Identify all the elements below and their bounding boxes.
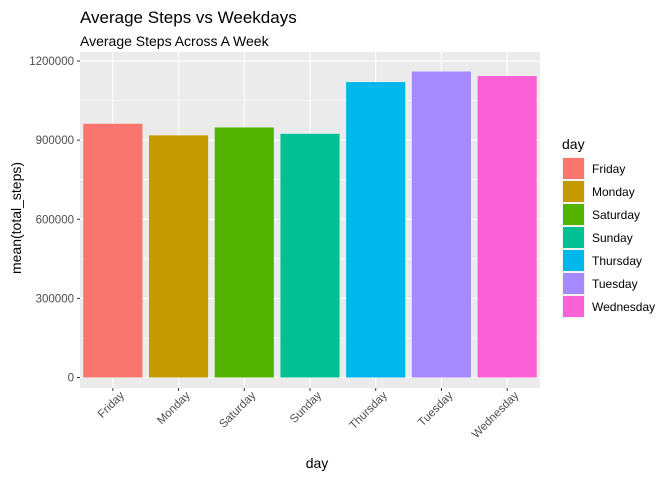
y-tick-label: 900000 [36, 135, 74, 147]
legend-label: Monday [592, 185, 635, 199]
y-tick-label: 0 [68, 373, 74, 385]
legend-label: Sunday [592, 231, 633, 245]
legend-label: Thursday [592, 254, 642, 268]
x-tick-label: Tuesday [416, 389, 456, 429]
y-tick-label: 600000 [36, 214, 74, 226]
bars [83, 71, 537, 378]
bar-wednesday [477, 76, 537, 378]
chart-title: Average Steps vs Weekdays [80, 8, 297, 27]
legend-swatch-thursday [563, 250, 584, 271]
legend-label: Friday [592, 162, 625, 176]
bar-friday [83, 123, 143, 378]
x-tick-label: Wednesday [470, 389, 521, 440]
x-tick-label: Monday [155, 389, 193, 427]
bar-tuesday [411, 71, 471, 378]
y-tick-label: 300000 [36, 293, 74, 305]
y-tick-label: 1200000 [29, 56, 74, 68]
x-tick-label: Saturday [217, 389, 258, 430]
legend-title: day [562, 136, 585, 152]
bar-monday [149, 135, 209, 378]
x-axis-title: day [306, 455, 329, 471]
legend-label: Saturday [592, 208, 640, 222]
legend-swatch-friday [563, 158, 584, 179]
legend-swatch-monday [563, 181, 584, 202]
legend-label: Wednesday [592, 300, 655, 314]
legend-swatch-tuesday [563, 273, 584, 294]
bar-saturday [214, 127, 274, 378]
x-axis: Friday Monday Saturday Sunday Thursday Tuesda… [96, 388, 521, 441]
x-tick-label: Friday [96, 389, 127, 420]
legend-swatch-sunday [563, 227, 584, 248]
y-axis-title: mean(total_steps) [8, 162, 24, 274]
legend: day Friday Monday Saturday Sunday Thursday Tu… [562, 136, 655, 318]
bar-thursday [346, 82, 406, 378]
chart-subtitle: Average Steps Across A Week [80, 33, 270, 49]
legend-swatch-saturday [563, 204, 584, 225]
x-tick-label: Thursday [347, 389, 390, 432]
y-axis: 0 300000 600000 900000 1200000 [29, 56, 80, 385]
x-tick-label: Sunday [288, 389, 324, 425]
legend-swatch-wednesday [563, 296, 584, 317]
bar-sunday [280, 133, 340, 378]
legend-label: Tuesday [592, 277, 638, 291]
